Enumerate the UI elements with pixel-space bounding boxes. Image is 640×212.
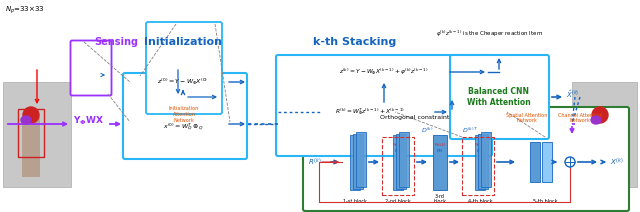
FancyBboxPatch shape: [70, 40, 111, 95]
Bar: [350, 134, 360, 190]
Bar: [585, 109, 615, 157]
Text: 5-th block: 5-th block: [532, 199, 557, 204]
Text: $D^{(k)}$: $D^{(k)}$: [420, 125, 433, 135]
Bar: [353, 134, 363, 188]
Text: Orthogonal constraint: Orthogonal constraint: [380, 116, 450, 120]
Text: Initialization
Attention
Network: Initialization Attention Network: [169, 106, 199, 123]
Text: $X^{(k)}$: $X^{(k)}$: [610, 156, 624, 168]
Text: $\mathbf{Y_\Phi W X}$: $\mathbf{Y_\Phi W X}$: [73, 115, 104, 127]
Text: $R^{(k)}$: $R^{(k)}$: [308, 156, 321, 168]
Bar: [478, 134, 488, 188]
Text: $x^{(0)}=W_Q^T\otimes_Q$: $x^{(0)}=W_Q^T\otimes_Q$: [163, 121, 204, 132]
FancyBboxPatch shape: [276, 55, 492, 156]
Ellipse shape: [21, 116, 31, 124]
Text: BN: BN: [395, 149, 401, 153]
Bar: [542, 142, 552, 182]
Text: $D^{(k)T}$: $D^{(k)T}$: [462, 125, 478, 135]
Bar: [572, 82, 637, 187]
Text: 4-th block: 4-th block: [468, 199, 492, 204]
Bar: [3, 82, 71, 187]
Bar: [167, 44, 181, 100]
Ellipse shape: [591, 116, 601, 124]
Text: Spatial Attention
Network: Spatial Attention Network: [506, 113, 548, 123]
Circle shape: [23, 107, 39, 123]
Bar: [18, 109, 44, 157]
Bar: [433, 135, 447, 190]
Bar: [396, 134, 406, 188]
FancyBboxPatch shape: [450, 55, 549, 139]
Text: 1-st block: 1-st block: [343, 199, 367, 204]
Bar: [382, 137, 414, 195]
Text: 3-rd
block: 3-rd block: [433, 194, 447, 204]
FancyBboxPatch shape: [123, 73, 247, 159]
Bar: [591, 117, 609, 177]
Text: ReLU: ReLU: [392, 143, 403, 147]
Bar: [399, 131, 409, 187]
Bar: [393, 134, 403, 190]
Bar: [163, 41, 177, 97]
Text: $z^{(k)}=Y-W_\Phi X^{(k-1)}+\varphi^{(k)}z^{(k-1)}$: $z^{(k)}=Y-W_\Phi X^{(k-1)}+\varphi^{(k)…: [339, 67, 429, 77]
Bar: [481, 131, 491, 187]
Text: Balanced CNN
With Attention: Balanced CNN With Attention: [467, 87, 531, 107]
FancyBboxPatch shape: [303, 107, 629, 211]
Text: $z^{(0)}=Y-W_\Phi X^{(0)}$: $z^{(0)}=Y-W_\Phi X^{(0)}$: [157, 77, 209, 87]
Text: $R^{(k)}=W_\Phi^T z^{(k-1)}+X^{(k-1)}$: $R^{(k)}=W_\Phi^T z^{(k-1)}+X^{(k-1)}$: [335, 107, 405, 117]
FancyBboxPatch shape: [146, 22, 222, 114]
Text: ReLU: ReLU: [435, 143, 445, 147]
Text: ReLU: ReLU: [475, 143, 485, 147]
Text: $\hat{X}^{(k)}$: $\hat{X}^{(k)}$: [566, 88, 579, 100]
Bar: [22, 117, 40, 177]
Bar: [475, 134, 485, 190]
Bar: [462, 137, 494, 195]
Text: BN: BN: [437, 149, 443, 153]
Text: Sensing: Sensing: [94, 37, 138, 47]
Text: $\varphi^{(k)}z^{(k-1)}$ is the Cheaper reaction Item: $\varphi^{(k)}z^{(k-1)}$ is the Cheaper …: [436, 29, 543, 39]
Circle shape: [592, 107, 608, 123]
Text: Initialization: Initialization: [144, 37, 222, 47]
Text: $N_p$=33×33: $N_p$=33×33: [5, 4, 45, 15]
Text: BN: BN: [477, 149, 483, 153]
Bar: [82, 51, 91, 89]
Bar: [530, 142, 540, 182]
Circle shape: [565, 157, 575, 167]
Text: Channel Attention
Network: Channel Attention Network: [557, 113, 602, 123]
Text: k-th Stacking: k-th Stacking: [314, 37, 397, 47]
Text: 2-nd block: 2-nd block: [385, 199, 411, 204]
Bar: [356, 131, 366, 187]
Bar: [93, 56, 98, 84]
